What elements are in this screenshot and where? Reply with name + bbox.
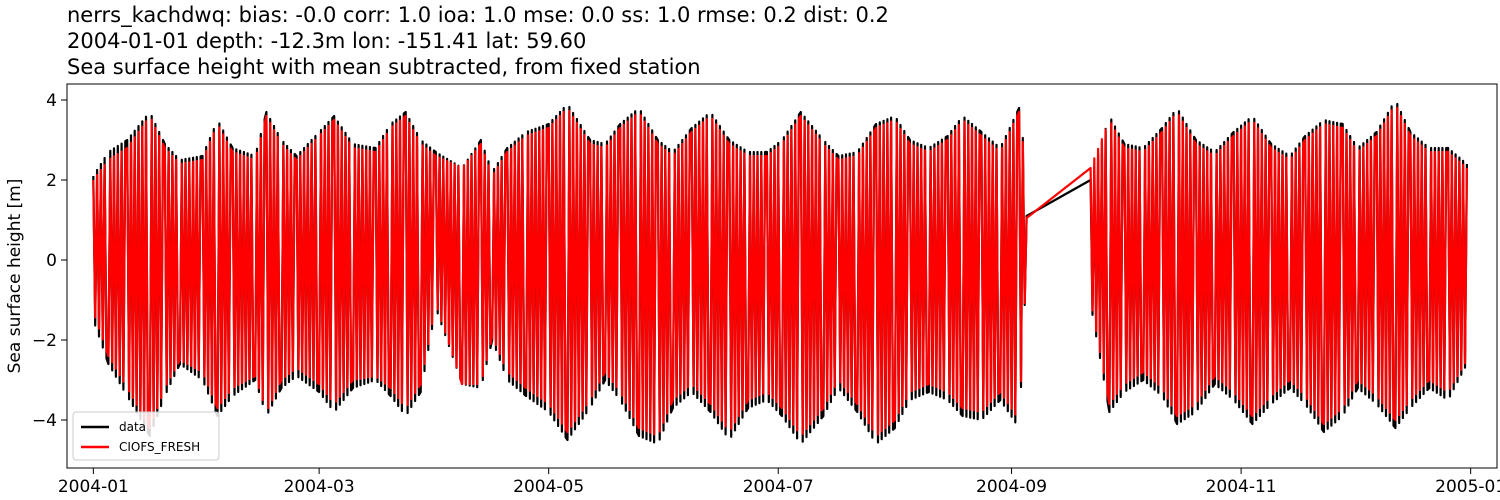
title-line-3: Sea surface height with mean subtracted,… [67,55,701,79]
plot-frame [66,83,1498,469]
x-axis: 2004-01 2004-03 2004-05 2004-07 2004-09 2004-… [58,468,1500,497]
x-tick-label: 2004-01 [58,477,129,497]
y-tick-label: 4 [46,91,57,111]
y-tick-label: 0 [46,251,57,271]
y-axis: −4 −2 0 2 4 [32,91,67,431]
x-tick-label: 2004-05 [513,477,584,497]
legend: data CIOFS_FRESH [72,411,220,461]
series-line-ciofs-fresh [92,106,1468,436]
y-axis-label: Sea surface height [m] [5,179,25,374]
x-tick-label: 2005-01 [1435,477,1500,497]
title-line-2: 2004-01-01 depth: -12.3m lon: -151.41 la… [67,29,586,53]
x-tick-label: 2004-07 [743,477,814,497]
y-tick-label: 2 [46,171,57,191]
chart-title: nerrs_kachdwq: bias: -0.0 corr: 1.0 ioa:… [67,3,889,79]
series-layer [92,102,1468,444]
legend-box [72,411,220,461]
title-line-1: nerrs_kachdwq: bias: -0.0 corr: 1.0 ioa:… [67,3,889,28]
legend-label: CIOFS_FRESH [119,440,200,454]
x-tick-label: 2004-03 [284,477,355,497]
x-tick-label: 2004-11 [1206,477,1277,497]
legend-label: data [119,420,146,434]
x-tick-label: 2004-09 [976,477,1047,497]
y-tick-label: −4 [32,411,57,431]
y-tick-label: −2 [32,331,57,351]
